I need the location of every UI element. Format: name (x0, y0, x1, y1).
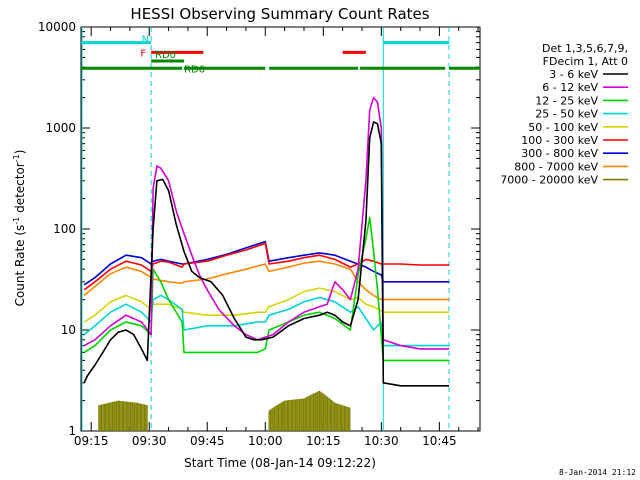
legend-label: 7000 - 20000 keV (500, 174, 598, 187)
y-tick-label: 1000 (45, 121, 76, 135)
x-tick-label: 09:45 (190, 434, 225, 448)
y-tick-label: 10000 (38, 20, 76, 34)
state-label-rd6: RD6 (184, 64, 205, 75)
legend-label: 100 - 300 keV (521, 134, 598, 147)
x-tick-label: 10:00 (248, 434, 283, 448)
x-tick-label: 10:45 (422, 434, 457, 448)
legend: Det 1,3,5,6,7,9, FDecim 1, Att 0 3 - 6 k… (500, 42, 628, 187)
y-axis-label: Count Rate (s-1 detector-1) (12, 150, 27, 307)
legend-label: 300 - 800 keV (521, 147, 598, 160)
y-tick-label: 10 (61, 323, 76, 337)
y-tick-label: 1 (68, 424, 76, 438)
legend-label: 800 - 7000 keV (514, 160, 598, 173)
legend-label: 3 - 6 keV (549, 68, 598, 81)
series-6-12-kev (83, 96, 449, 350)
legend-label: 12 - 25 keV (535, 94, 598, 107)
x-tick-label: 10:15 (306, 434, 341, 448)
legend-label: 6 - 12 keV (542, 81, 598, 94)
y-tick-label: 100 (53, 222, 76, 236)
state-label-rd0: RD0 (155, 50, 176, 61)
chart-title: HESSI Observing Summary Count Rates (130, 5, 429, 23)
plot-frame (80, 26, 481, 432)
series-50-100-kev (83, 287, 449, 323)
x-tick-label: 09:15 (74, 434, 109, 448)
legend-header-line-2: FDecim 1, Att 0 (543, 55, 628, 68)
plot-area: 09:15 09:30 09:45 10:00 10:15 10:30 10:45 1 10 10… (38, 20, 481, 448)
state-label-f: F (140, 48, 146, 59)
series-3-6-kev (83, 121, 449, 387)
x-tick-label: 10:30 (364, 434, 399, 448)
legend-header-line-1: Det 1,3,5,6,7,9, (542, 42, 628, 55)
series-800-7000-kev (83, 260, 449, 301)
x-tick-label: 09:30 (132, 434, 167, 448)
x-axis-label: Start Time (08-Jan-14 09:12:22) (184, 456, 376, 470)
footer-date: 8-Jan-2014 21:12 (559, 468, 636, 477)
state-label-n: N (142, 35, 149, 46)
legend-label: 25 - 50 keV (535, 108, 598, 121)
legend-label: 50 - 100 keV (528, 121, 598, 134)
